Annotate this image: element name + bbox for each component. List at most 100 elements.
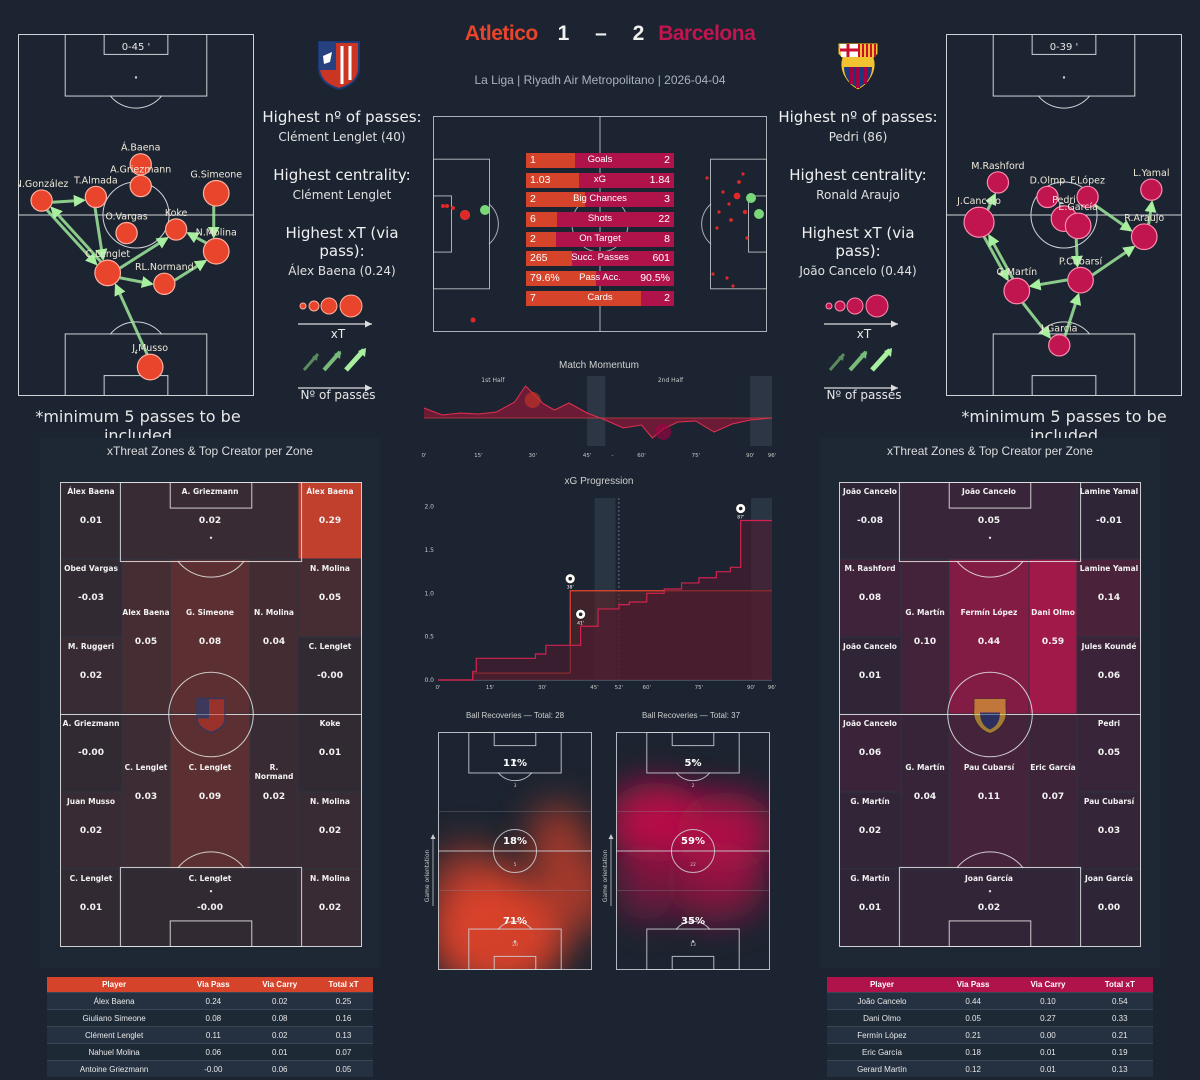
score-dash: – xyxy=(595,22,607,45)
x-tick-label: 60' xyxy=(642,685,651,691)
home-stat-bar xyxy=(526,153,575,168)
bottom-penalty-spot xyxy=(691,940,695,943)
zone-player-label: João Cancelo xyxy=(843,487,897,496)
zone-cell xyxy=(60,713,123,793)
zone-player-label: C. Lenglet xyxy=(188,874,232,883)
table-cell: 0.00 xyxy=(1009,1026,1087,1044)
zone-xt-value: 0.01 xyxy=(79,903,103,913)
pass-edge xyxy=(119,276,154,288)
stat-row: 265 Succ. Passes 601 xyxy=(526,251,674,267)
zone-cell xyxy=(297,558,362,638)
pass-edge xyxy=(982,235,1009,282)
zone-player-label: Lamine Yamal xyxy=(1079,564,1139,573)
recovery-count: 13 xyxy=(690,942,696,948)
home-xt-legend-label: xT xyxy=(330,327,346,341)
time-window-label: 0-45 ' xyxy=(122,42,151,53)
zone-xt-value: 0.29 xyxy=(318,516,342,526)
table-cell: Giuliano Simeone xyxy=(47,1009,182,1027)
recovery-count: 5 xyxy=(514,862,517,868)
pass-edge xyxy=(1021,301,1052,339)
stat-away: 601 xyxy=(652,252,670,265)
zone-cell xyxy=(169,558,251,715)
zone-xt-value: -0.03 xyxy=(78,593,104,603)
top-six-yard-box xyxy=(493,732,537,747)
table-cell: Dani Olmo xyxy=(827,1009,937,1027)
zone-xt-value: 0.02 xyxy=(977,903,1001,913)
goal-minute-label: 87' xyxy=(737,515,744,521)
x-tick-label: 15' xyxy=(486,685,495,691)
away-stat-bar xyxy=(595,271,674,287)
stat-home: 2 xyxy=(530,193,536,206)
away-shot xyxy=(754,209,764,219)
stat-away: 8 xyxy=(664,232,670,245)
stat-home: 1 xyxy=(530,154,536,166)
away-stats-panel: Highest nº of passes: Pedri (86) Highest… xyxy=(778,108,938,278)
recovery-count: 22 xyxy=(690,862,696,868)
y-tick-label: 0.0 xyxy=(424,677,434,684)
zone-xt-value: 0.04 xyxy=(913,791,937,802)
zone-xt-value: 0.07 xyxy=(1041,791,1065,802)
zone-xt-value: 0.05 xyxy=(977,516,1001,526)
stoppage-band xyxy=(750,376,772,446)
away-shot xyxy=(717,210,721,214)
zone-xt-value: 0.01 xyxy=(858,671,882,681)
home-stat-bar xyxy=(526,251,572,267)
zone-player-label: R. Normand xyxy=(254,762,294,781)
away-score: 2 xyxy=(632,22,645,45)
table-row: Clément Lenglet 0.11 0.02 0.13 xyxy=(47,1026,373,1044)
player-label: Pedri xyxy=(1052,195,1076,206)
zone-cell xyxy=(1076,713,1141,793)
home-stat-bar xyxy=(526,290,642,306)
zone-xt-value: 0.44 xyxy=(977,636,1001,647)
x-tick-label: 52' xyxy=(615,685,624,691)
player-label: E.García xyxy=(1058,202,1098,213)
barcelona-crest-icon xyxy=(837,42,879,91)
zone-cell xyxy=(839,713,902,793)
pass-edge xyxy=(50,206,103,263)
zone-xt-value: 0.02 xyxy=(79,826,103,836)
player-label: M.Rashford xyxy=(971,161,1024,172)
y-tick-label: 1.0 xyxy=(424,590,434,597)
player-label: L.Yamal xyxy=(1133,168,1169,179)
player-label: A.Griezmann xyxy=(110,164,171,175)
player-label: N.González xyxy=(18,179,68,190)
player-label: C.Lenglet xyxy=(85,249,130,260)
zone-player-label: Alex Baena xyxy=(122,607,170,617)
x-tick-label: 75' xyxy=(695,685,704,691)
zone-player-label: M. Ruggeri xyxy=(67,642,115,651)
top-penalty-spot xyxy=(691,759,695,762)
away-xt-legend-label: xT xyxy=(856,327,872,341)
zone-player-label: G. Martín xyxy=(850,797,890,806)
player-node xyxy=(1036,185,1059,209)
table-header-cell: Via Pass xyxy=(936,977,1010,993)
home-stat-bar xyxy=(526,172,580,188)
x-tick-label: 90' xyxy=(747,685,756,691)
table-cell: 0.06 xyxy=(245,1060,315,1077)
zone-cell xyxy=(60,791,123,870)
pass-edge xyxy=(1028,278,1068,291)
stat-away: 2 xyxy=(664,291,670,304)
home-recoveries-heatmap: 11% 18% 71% 3 5 20 Game orientation xyxy=(424,732,592,971)
time-window-label: 0-39 ' xyxy=(1050,42,1079,53)
bottom-penalty-spot xyxy=(988,890,992,893)
zone-xt-value: 0.03 xyxy=(134,791,158,802)
away-shot xyxy=(715,226,719,230)
goal-ball-icon xyxy=(738,506,743,511)
zone-player-label: N. Molina xyxy=(310,797,350,806)
player-node xyxy=(84,185,108,209)
first-half-label: 1st Half xyxy=(481,377,505,384)
zone-player-label: Pau Cubarsí xyxy=(963,762,1015,772)
momentum-tick-label: 45' xyxy=(583,453,592,459)
table-row: Gerard Martín 0.12 0.01 0.13 xyxy=(827,1060,1153,1077)
player-node xyxy=(1067,266,1094,294)
home-centrality-heading: Highest centrality: xyxy=(273,166,411,184)
home-centrality-value: Clément Lenglet xyxy=(292,188,392,202)
zone-xt-value: 0.02 xyxy=(198,516,222,526)
home-team-name: Atletico xyxy=(464,22,539,45)
home-shot xyxy=(470,317,476,323)
zone-cell xyxy=(839,636,902,715)
home-shot xyxy=(451,206,455,210)
zone-cell xyxy=(297,791,362,870)
x-tick-label: 30' xyxy=(538,685,547,691)
table-cell: 0.13 xyxy=(1086,1060,1153,1077)
